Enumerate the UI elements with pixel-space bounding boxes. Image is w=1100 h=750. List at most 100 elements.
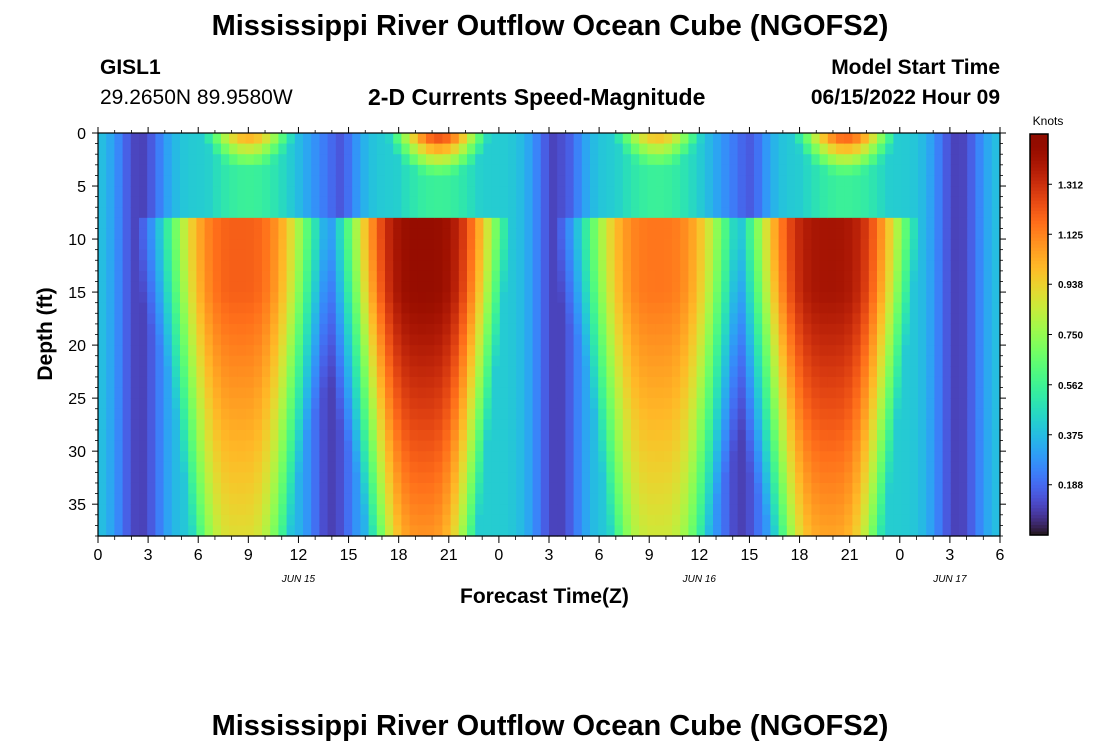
heatmap-cell [303,281,312,293]
heatmap-cell [434,482,443,495]
heatmap-cell [795,164,804,177]
heatmap-cell [614,345,624,357]
heatmap-cell [327,472,337,484]
heatmap-cell [754,260,763,272]
heatmap-cell [204,514,214,526]
heatmap-cell [475,387,484,399]
heatmap-cell [581,164,591,177]
heatmap-cell [524,493,534,505]
heatmap-cell [532,355,542,367]
colorbar-segment [1030,518,1048,523]
heatmap-cell [393,525,402,537]
heatmap-cell [303,323,312,336]
heatmap-cell [696,207,706,219]
heatmap-cell [967,461,976,473]
heatmap-cell [532,493,542,505]
heatmap-cell [713,260,722,272]
heatmap-cell [516,514,525,526]
heatmap-cell [508,143,517,155]
heatmap-cell [983,504,993,516]
heatmap-cell [147,493,156,505]
heatmap-cell [770,270,780,283]
heatmap-cell [540,292,550,304]
heatmap-cell [713,249,722,261]
heatmap-cell [778,429,788,442]
heatmap-cell [98,408,107,420]
heatmap-cell [475,461,484,473]
heatmap-cell [721,260,730,272]
heatmap-cell [745,345,755,357]
heatmap-cell [909,175,919,187]
heatmap-cell [376,186,386,198]
heatmap-cell [450,217,460,230]
heatmap-cell [458,207,468,219]
heatmap-cell [516,260,525,272]
heatmap-cell [442,217,452,230]
heatmap-cell [819,440,829,452]
heatmap-cell [253,143,263,155]
heatmap-cell [114,260,124,272]
heatmap-cell [376,133,386,145]
heatmap-cell [98,482,107,495]
heatmap-cell [967,429,976,442]
heatmap-cell [319,514,329,526]
heatmap-cell [852,196,862,208]
heatmap-cell [491,387,501,399]
heatmap-cell [868,376,878,389]
heatmap-cell [581,408,591,420]
heatmap-cell [385,323,394,336]
heatmap-cell [827,345,837,357]
heatmap-cell [549,366,558,378]
heatmap-cell [368,249,378,261]
heatmap-cell [253,186,263,198]
heatmap-cell [130,429,140,442]
heatmap-cell [139,366,148,378]
heatmap-cell [319,472,329,484]
heatmap-cell [139,143,148,155]
heatmap-cell [442,196,452,208]
heatmap-cell [803,355,812,367]
heatmap-cell [868,461,878,473]
heatmap-cell [180,228,189,240]
heatmap-cell [155,281,165,293]
heatmap-cell [614,207,624,219]
heatmap-cell [549,302,558,314]
heatmap-cell [106,419,115,431]
heatmap-cell [581,334,591,346]
heatmap-cell [877,408,886,420]
heatmap-cell [409,143,419,155]
heatmap-cell [458,292,468,304]
heatmap-cell [745,154,755,166]
heatmap-cell [212,493,222,505]
heatmap-cell [516,419,525,431]
heatmap-cell [98,260,107,272]
heatmap-cell [893,281,903,293]
heatmap-cell [401,154,411,166]
heatmap-cell [655,482,665,495]
heatmap-cell [286,440,296,452]
heatmap-cell [942,292,952,304]
heatmap-cell [434,366,443,378]
heatmap-cell [278,228,288,240]
heatmap-cell [327,482,337,495]
heatmap-cell [467,186,476,198]
heatmap-cell [458,472,468,484]
heatmap-cell [795,143,804,155]
heatmap-cell [581,472,591,484]
heatmap-cell [294,302,304,314]
heatmap-cell [221,270,230,283]
heatmap-cell [139,239,148,251]
heatmap-cell [606,323,616,336]
heatmap-cell [688,408,698,420]
heatmap-cell [860,408,870,420]
heatmap-cell [196,345,206,357]
heatmap-cell [147,504,156,516]
heatmap-cell [114,461,124,473]
heatmap-cell [680,186,689,198]
heatmap-cell [319,313,329,325]
heatmap-cell [401,366,411,378]
colorbar-segment [1030,277,1048,282]
heatmap-cell [532,366,542,378]
heatmap-cell [237,429,247,442]
heatmap-cell [573,175,583,187]
